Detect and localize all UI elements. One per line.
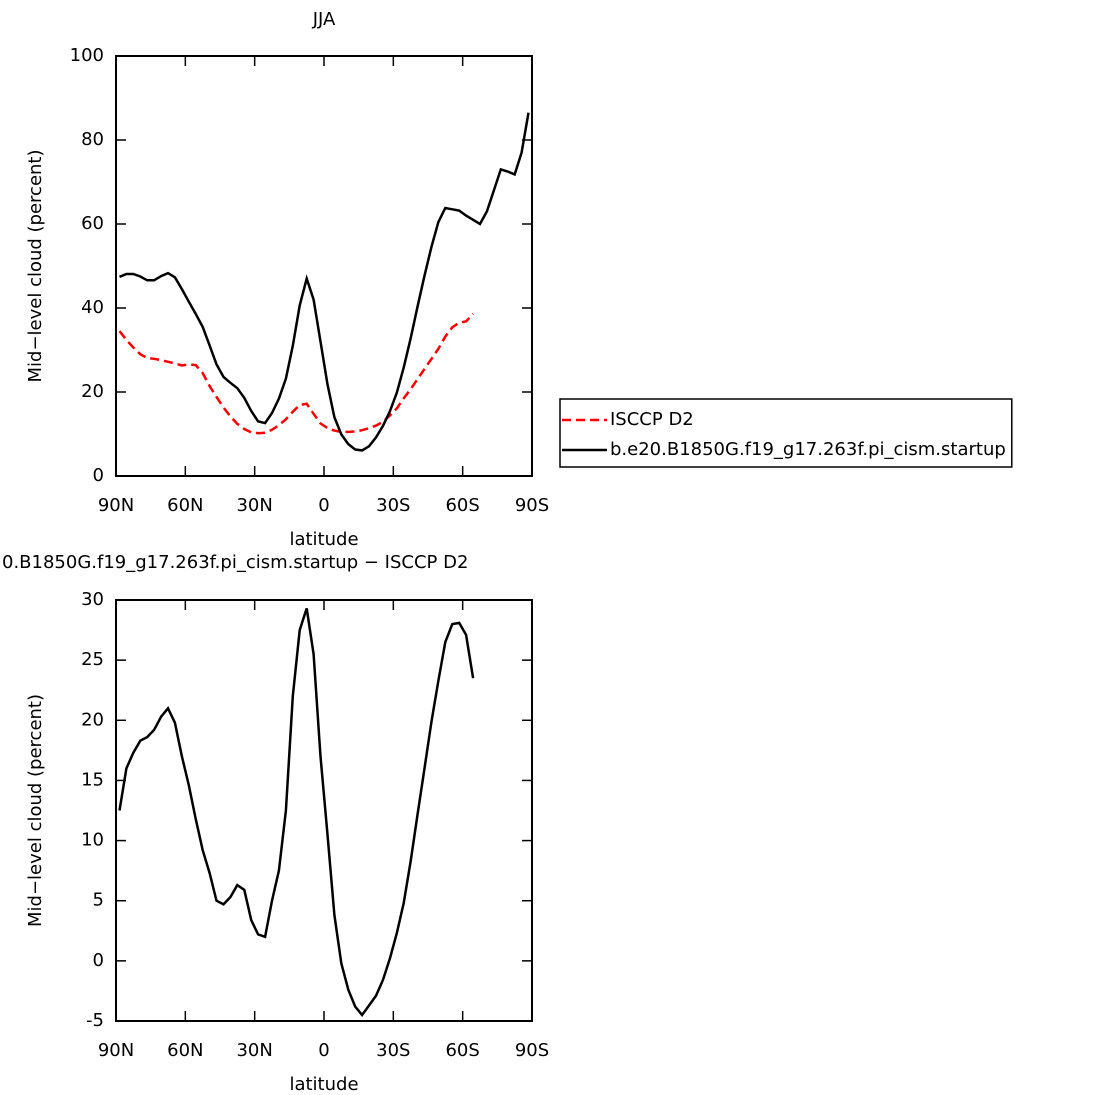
x-tick-label: 90N xyxy=(98,495,134,516)
y-tick-label: 100 xyxy=(70,45,104,66)
data-line xyxy=(118,313,475,435)
y-tick-label: 0 xyxy=(93,465,104,486)
legend: ISCCP D2 b.e20.B1850G.f19_g17.263f.pi_cis… xyxy=(559,398,1013,468)
y-tick-label: 0 xyxy=(93,950,104,971)
data-line xyxy=(118,608,475,1018)
x-axis-label: latitude xyxy=(289,529,358,550)
y-tick-label: 80 xyxy=(81,129,104,150)
y-tick-label: 40 xyxy=(81,297,104,318)
plot-frame xyxy=(115,55,533,477)
legend-label: b.e20.B1850G.f19_g17.263f.pi_cism.startu… xyxy=(610,439,1006,460)
plot-frame xyxy=(115,599,533,1022)
data-line xyxy=(119,112,530,452)
x-tick-label: 90S xyxy=(515,1040,549,1061)
x-tick-label: 90S xyxy=(515,495,549,516)
x-tick-label: 30N xyxy=(236,495,272,516)
legend-label: ISCCP D2 xyxy=(610,409,694,430)
y-tick-label: 10 xyxy=(81,830,104,851)
x-tick-label: 0 xyxy=(318,1040,329,1061)
x-tick-label: 30S xyxy=(376,1040,410,1061)
x-tick-label: 60S xyxy=(445,1040,479,1061)
y-tick-label: 60 xyxy=(81,213,104,234)
y-tick-label: 20 xyxy=(81,381,104,402)
y-axis-label: Mid−level cloud (percent) xyxy=(25,694,46,927)
x-axis-label: latitude xyxy=(289,1074,358,1095)
x-tick-label: 60S xyxy=(445,495,479,516)
y-tick-label: 5 xyxy=(93,890,104,911)
x-tick-label: 30N xyxy=(236,1040,272,1061)
x-tick-label: 30S xyxy=(376,495,410,516)
y-axis-label: Mid−level cloud (percent) xyxy=(25,149,46,382)
chart-title: JJA xyxy=(312,9,336,30)
y-tick-label: -5 xyxy=(86,1010,104,1031)
y-tick-label: 25 xyxy=(81,649,104,670)
x-tick-label: 60N xyxy=(167,1040,203,1061)
y-tick-label: 20 xyxy=(81,709,104,730)
y-tick-label: 15 xyxy=(81,769,104,790)
y-tick-label: 30 xyxy=(81,589,104,610)
x-tick-label: 0 xyxy=(318,495,329,516)
legend-frame xyxy=(559,398,1013,468)
chart-title: 0.B1850G.f19_g17.263f.pi_cism.startup − … xyxy=(2,552,468,573)
x-tick-label: 60N xyxy=(167,495,203,516)
x-tick-label: 90N xyxy=(98,1040,134,1061)
